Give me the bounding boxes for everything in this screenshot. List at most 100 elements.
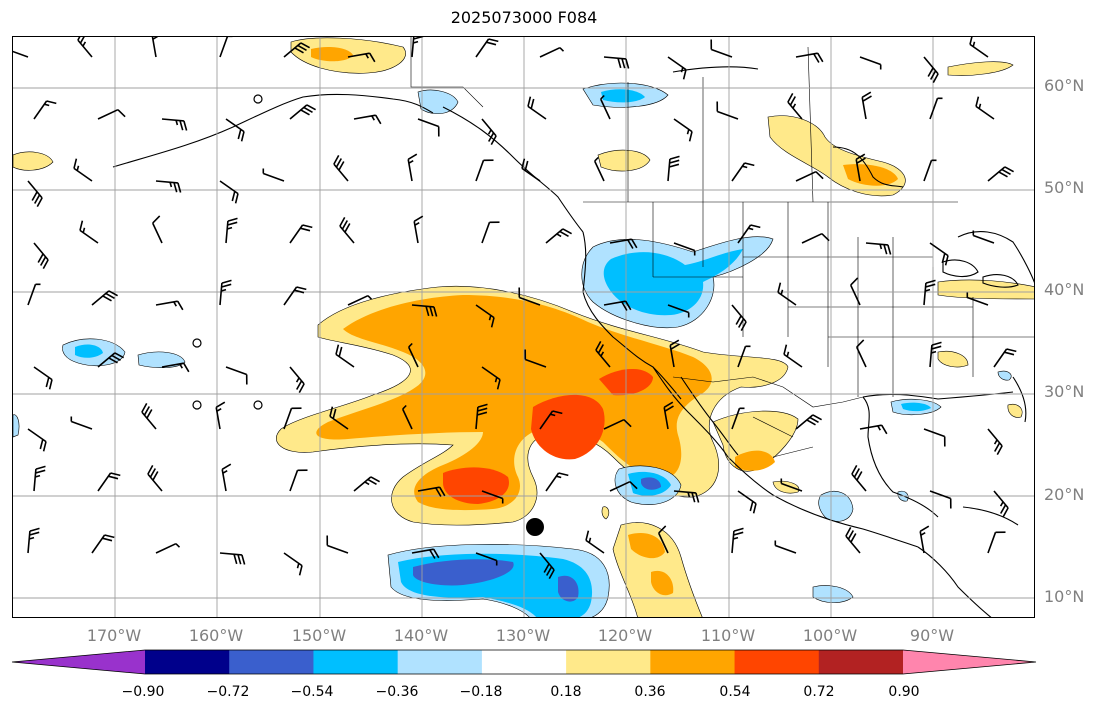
colorbar-segment: [481, 650, 567, 674]
border-layer: [410, 37, 1034, 458]
wind-barb-icon: [481, 366, 501, 390]
wind-barb-icon: [411, 304, 438, 317]
wind-barb-icon: [731, 527, 744, 554]
lon-label: 140°W: [393, 626, 449, 645]
colorbar-outline: [11, 649, 1037, 675]
wind-barb-icon: [283, 42, 310, 58]
strong-negative-core: [641, 477, 661, 490]
wind-barb-icon: [669, 339, 680, 368]
lon-label: 150°W: [291, 626, 347, 645]
wind-barb-icon: [289, 104, 316, 120]
wind-barb-icon: [27, 527, 40, 554]
alaska-canada-border: [410, 37, 484, 108]
lon-label: 160°W: [188, 626, 244, 645]
wind-barb-icon: [413, 215, 424, 244]
wind-barb-icon: [585, 530, 605, 554]
positive-anomaly-patch: [612, 522, 703, 617]
wind-barb-icon: [481, 490, 504, 504]
lat-label: 20°N: [1044, 485, 1085, 504]
wind-barb-icon: [859, 424, 888, 435]
wind-barb-icon: [595, 341, 611, 368]
wind-barb-icon: [147, 465, 163, 492]
wind-barb-icon: [923, 56, 939, 83]
wind-barb-icon: [975, 96, 995, 120]
wind-barb-icon: [283, 552, 303, 576]
positive-anomaly-core: [316, 295, 712, 511]
wind-barb-icon: [731, 162, 755, 182]
wind-barb-icon: [545, 472, 569, 492]
wind-barb-icon: [91, 290, 118, 306]
calm-circle-icon: [192, 338, 202, 348]
negative-anomaly-core: [901, 402, 931, 412]
canada-west-coastline: [442, 106, 584, 233]
wind-barb-icon: [795, 170, 824, 182]
lon-label: 100°W: [802, 626, 858, 645]
wind-barb-icon: [347, 294, 373, 306]
wind-barb-icon: [603, 56, 630, 69]
wind-barb-icon: [97, 108, 126, 120]
wind-barb-icon: [407, 153, 418, 182]
wind-barb-icon: [545, 228, 572, 244]
positive-anomaly-patch: [601, 506, 610, 520]
wind-barb-icon: [845, 527, 861, 554]
wind-barb-icon: [657, 525, 669, 554]
wind-barb-icon: [161, 118, 188, 131]
wind-barb-icon: [603, 300, 632, 311]
calm-wind-markers: [192, 94, 263, 410]
wind-barb-icon: [783, 344, 803, 368]
wind-barb-icon: [518, 287, 541, 306]
wind-barb-icon: [849, 277, 861, 306]
wind-barb-icon: [353, 476, 380, 492]
wind-barb-icon: [603, 418, 632, 430]
lon-label: 90°W: [909, 626, 955, 645]
colorbar-segment: [313, 650, 399, 674]
wind-barb-icon: [475, 304, 495, 328]
wind-barb-icon: [919, 525, 930, 554]
colorbar-segment: [145, 650, 230, 674]
colorbar-tick-label: −0.36: [375, 684, 419, 700]
wind-barb-icon: [521, 158, 541, 182]
negative-anomaly-core: [603, 249, 743, 316]
gulf-north-coastline: [862, 391, 1014, 400]
hudson-bay-coastline: [832, 146, 904, 188]
strong-negative-core: [558, 575, 579, 602]
us-west-coastline: [582, 231, 682, 400]
colorbar-tick-label: −0.72: [206, 684, 250, 700]
wind-barb-icon: [219, 180, 239, 204]
wind-barb-icon: [481, 118, 497, 145]
mexico-coastline: [727, 456, 919, 548]
cuba-coastline: [962, 506, 1019, 526]
wind-barb-icon: [667, 56, 687, 80]
colorbar-segment: [734, 650, 820, 674]
positive-anomaly-patch: [1007, 404, 1023, 418]
positive-anomaly-patch: [651, 570, 674, 596]
wind-barb-icon: [141, 403, 157, 430]
map-panel[interactable]: [12, 36, 1035, 618]
colorbar-tick-label: 0.18: [550, 684, 582, 700]
positive-anomaly-patch: [772, 480, 800, 494]
negative-anomaly-region: [818, 491, 854, 522]
wind-barb-icon: [79, 220, 99, 244]
wind-barb-icon: [151, 37, 159, 58]
wind-barb-icon: [855, 153, 866, 182]
gulf-coastline: [862, 396, 939, 518]
colorbar-segment: [566, 650, 651, 674]
wind-barb-icon: [353, 114, 382, 125]
wind-barb-icon: [289, 366, 305, 393]
wind-barb-icon: [855, 339, 867, 368]
colorbar-tick-label: −0.54: [290, 684, 334, 700]
lat-label: 40°N: [1044, 280, 1085, 299]
calm-circle-icon: [253, 400, 263, 410]
colorbar-tick-label: −0.90: [121, 684, 165, 700]
wind-barb-icon: [609, 480, 638, 492]
wind-barb-icon: [731, 304, 747, 331]
wind-barb-icon: [663, 401, 674, 430]
negative-anomaly-region: [812, 585, 854, 603]
wind-barb-icon: [923, 159, 937, 182]
central-america-coastline: [917, 546, 992, 617]
wind-barb-icon: [219, 279, 232, 306]
positive-anomaly-patch: [947, 61, 1014, 76]
colorbar-extend-low: [12, 650, 145, 674]
mexico-state-borders: [752, 416, 814, 458]
wind-barb-icon: [27, 283, 41, 306]
